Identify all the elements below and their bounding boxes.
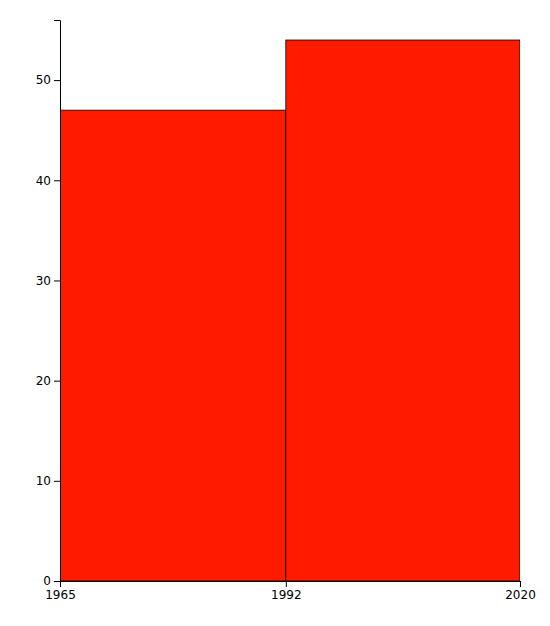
y-tick-mark bbox=[54, 180, 60, 181]
x-tick-label: 2020 bbox=[505, 588, 536, 602]
y-tick-mark bbox=[54, 80, 60, 81]
y-tick-label: 30 bbox=[36, 274, 51, 288]
x-tick-label: 1965 bbox=[45, 588, 76, 602]
y-tick-mark bbox=[54, 481, 60, 482]
y-axis: 0 10 20 30 40 50 bbox=[36, 21, 61, 589]
x-tick-mark bbox=[520, 581, 521, 587]
plot-area: 1965 1992 2020 0 10 20 30 40 50 bbox=[36, 21, 536, 602]
x-axis: 1965 1992 2020 bbox=[45, 581, 536, 602]
y-tick: 20 bbox=[36, 374, 60, 388]
y-tick-label: 40 bbox=[36, 174, 51, 188]
y-tick: 30 bbox=[36, 274, 60, 288]
y-tick-label: 0 bbox=[43, 574, 51, 588]
x-axis-line bbox=[61, 582, 521, 588]
y-tick: 0 bbox=[43, 574, 60, 588]
y-tick-mark bbox=[54, 581, 60, 582]
y-tick-mark bbox=[54, 381, 60, 382]
x-tick: 2020 bbox=[505, 581, 536, 602]
y-tick: 10 bbox=[36, 474, 60, 488]
chart: 1965 1992 2020 0 10 20 30 40 50 bbox=[0, 0, 550, 626]
y-tick-label: 10 bbox=[36, 474, 51, 488]
bar bbox=[60, 110, 286, 581]
y-axis-line bbox=[54, 21, 61, 582]
y-tick-label: 20 bbox=[36, 374, 51, 388]
y-tick-label: 50 bbox=[36, 73, 51, 87]
bars bbox=[60, 40, 520, 581]
bar bbox=[286, 40, 520, 581]
x-tick-mark bbox=[286, 581, 287, 587]
x-tick: 1992 bbox=[271, 581, 302, 602]
y-tick: 40 bbox=[36, 174, 60, 188]
chart-container: 1965 1992 2020 0 10 20 30 40 50 bbox=[0, 0, 550, 626]
y-tick: 50 bbox=[36, 73, 60, 87]
x-tick-label: 1992 bbox=[271, 588, 302, 602]
y-tick-mark bbox=[54, 280, 60, 281]
